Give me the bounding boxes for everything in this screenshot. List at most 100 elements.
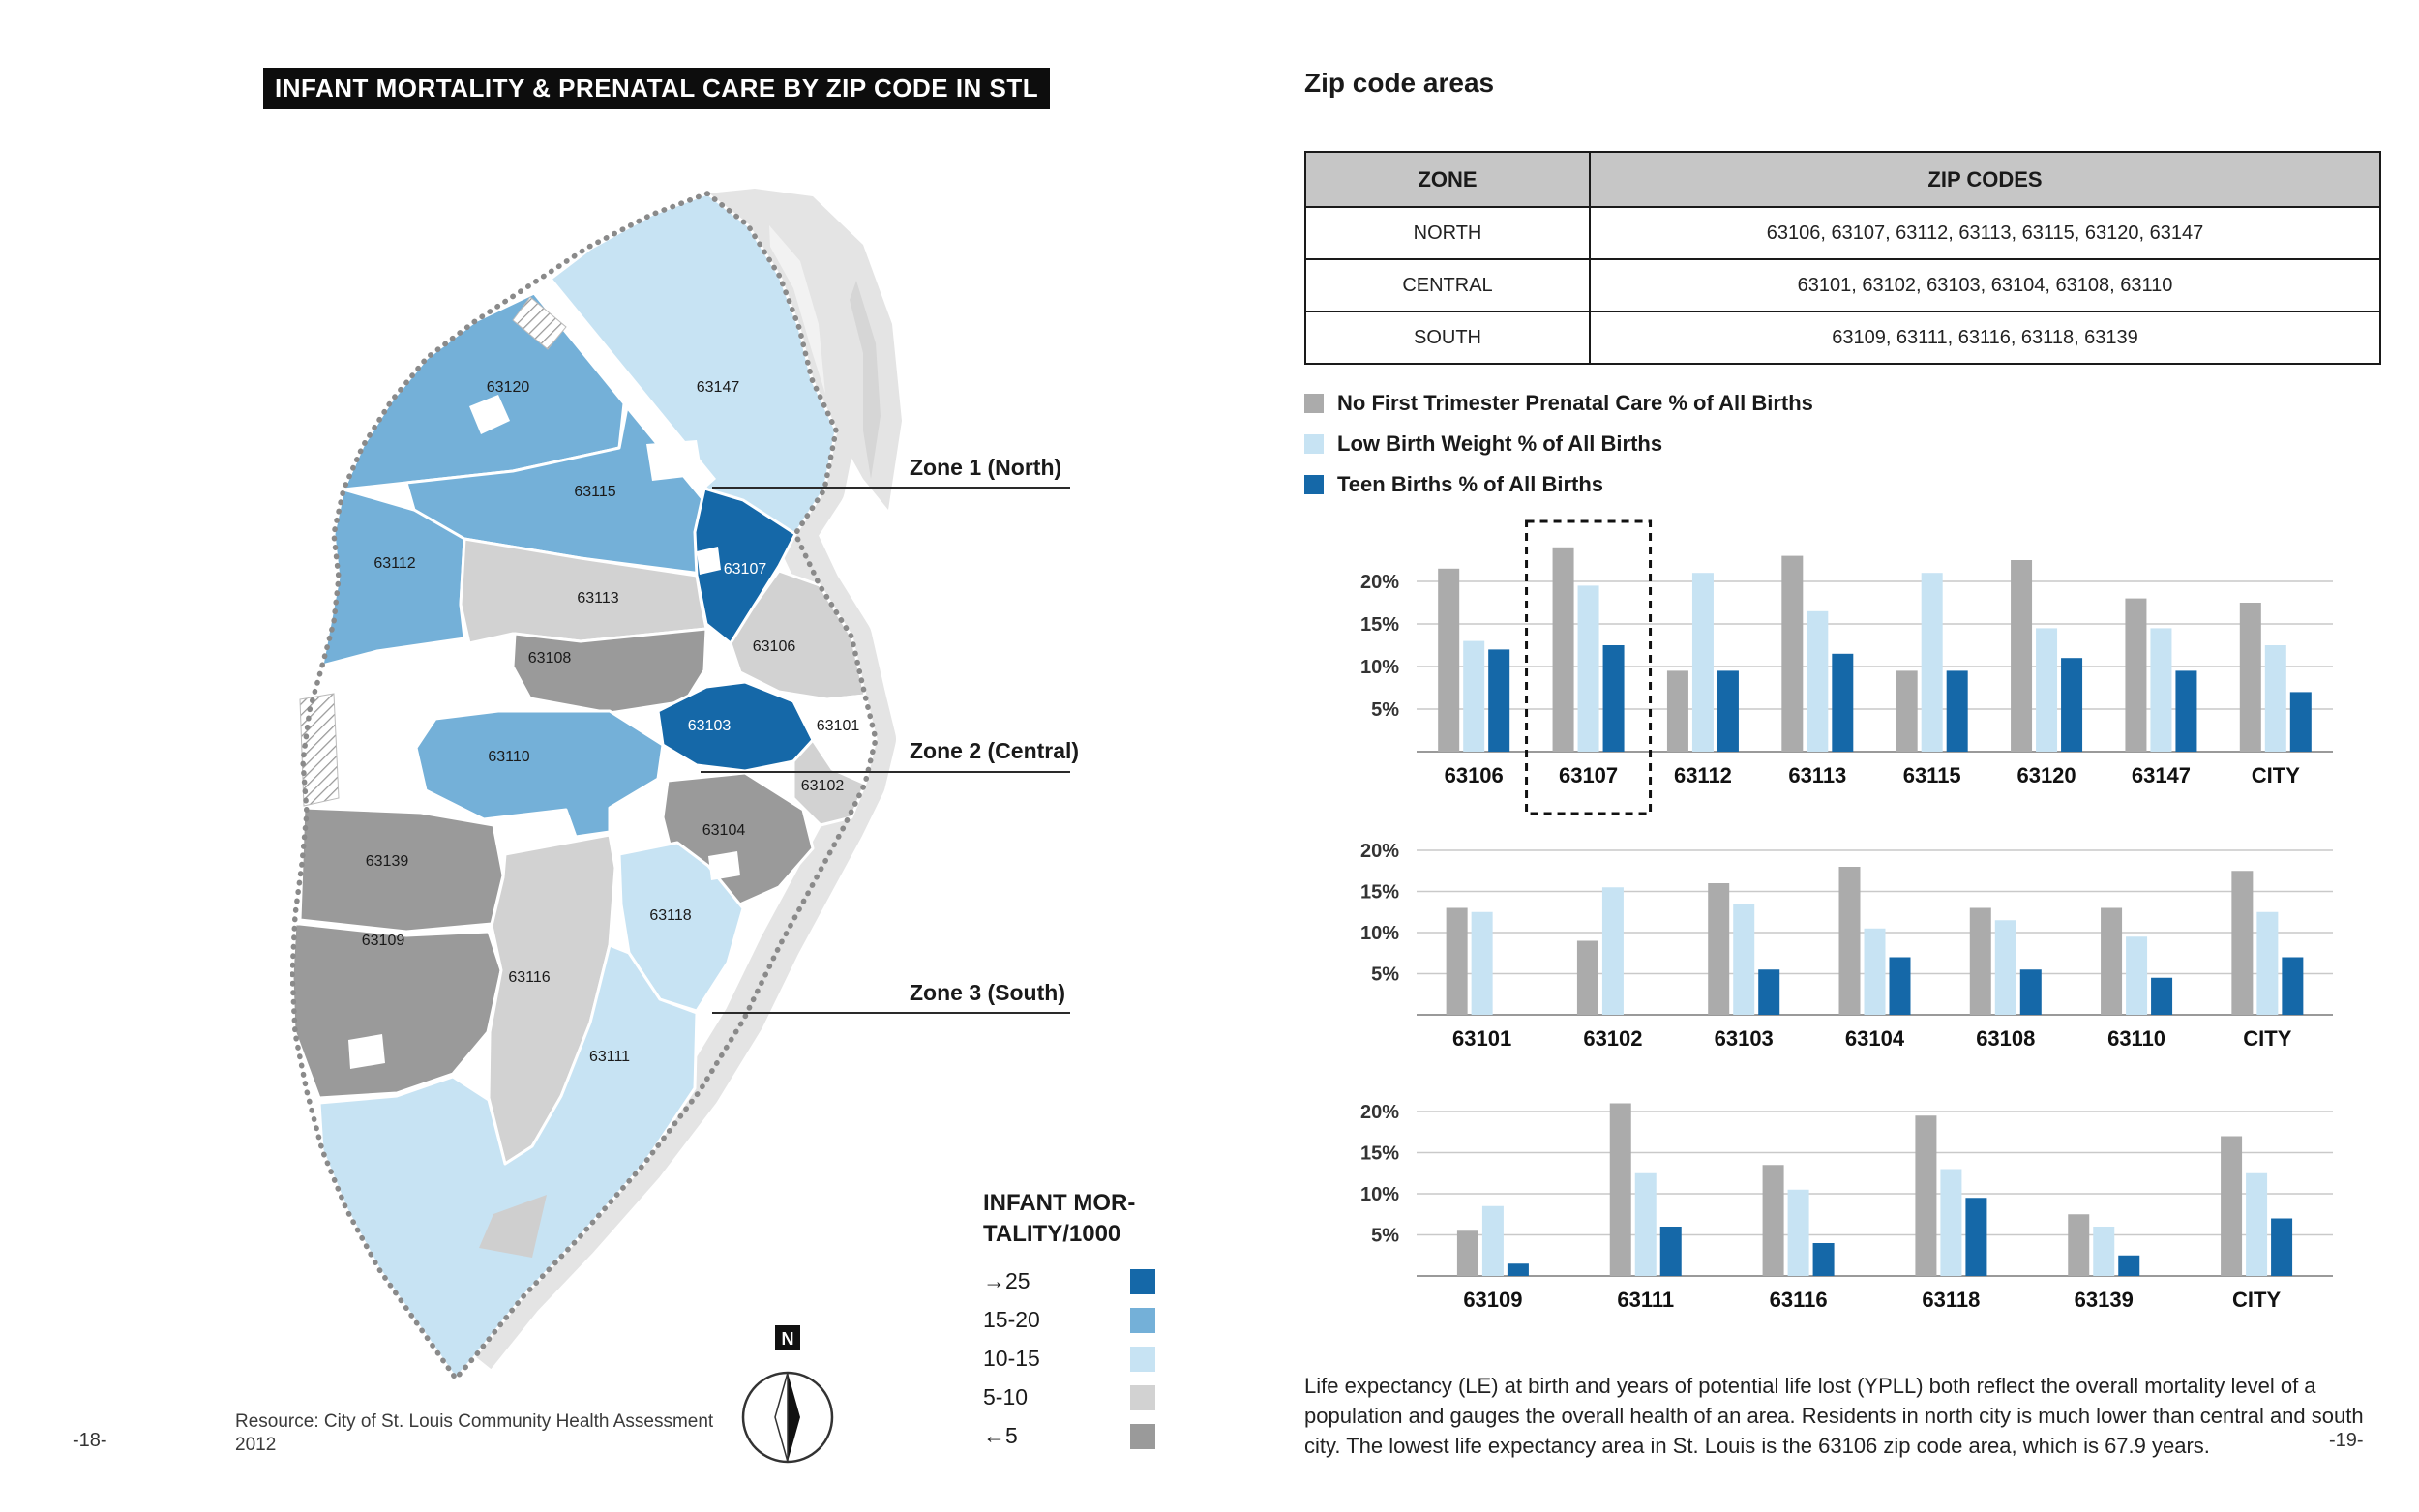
zip-label-63106: 63106 <box>753 638 796 655</box>
zip-label-63112: 63112 <box>373 555 415 572</box>
resource-note: Resource: City of St. Louis Community He… <box>235 1411 714 1455</box>
chart-legend-item: Low Birth Weight % of All Births <box>1304 431 1813 457</box>
y-axis-label: 5% <box>1371 964 1399 986</box>
bar-63111 <box>1609 1103 1631 1276</box>
chart-legend-item: Teen Births % of All Births <box>1304 472 1813 497</box>
legend-color-swatch <box>1130 1268 1155 1294</box>
category-label: 63102 <box>1583 1026 1642 1051</box>
bar-63139 <box>2068 1214 2090 1276</box>
legend-item-10-15: 10-15 <box>983 1346 1155 1372</box>
zip-code-table: ZONE ZIP CODES NORTH 63106, 63107, 63112, … <box>1304 151 2381 365</box>
y-axis-label: 20% <box>1360 841 1399 862</box>
table-row-south: SOUTH 63109, 63111, 63116, 63118, 63139 <box>1304 311 2381 365</box>
bar-63106 <box>1488 649 1510 752</box>
hatched-area <box>512 296 567 350</box>
category-label: 63103 <box>1715 1026 1774 1051</box>
zip-code-areas-title: Zip code areas <box>1304 68 1495 98</box>
bar-63112 <box>1666 670 1688 752</box>
zone3-label: Zone 3 (South) <box>910 980 1065 1005</box>
left-page-number: -18- <box>73 1430 107 1451</box>
zone3-leader-line <box>712 1012 1070 1014</box>
category-label: 63118 <box>1922 1288 1980 1312</box>
category-label: 63139 <box>2075 1288 2134 1312</box>
legend-items: →25 15-20 10-15 5-10 ←5 <box>983 1268 1155 1449</box>
category-label: 63104 <box>1845 1026 1905 1051</box>
bar-63113 <box>1832 653 1854 752</box>
bar-63147 <box>2175 670 2197 752</box>
bar-63147 <box>2150 628 2172 752</box>
bar-63118 <box>1915 1115 1937 1276</box>
zone2-leader-line <box>701 771 1070 773</box>
y-axis-label: 5% <box>1371 699 1399 721</box>
zone-cell: CENTRAL <box>1304 258 1591 312</box>
zip-label-63107: 63107 <box>724 561 767 578</box>
compass-needle-dark <box>788 1373 800 1462</box>
category-label: 63101 <box>1452 1026 1511 1051</box>
legend-item-label: 5-10 <box>983 1384 1029 1410</box>
y-axis-label: 20% <box>1360 572 1399 593</box>
zips-cell: 63106, 63107, 63112, 63113, 63115, 63120… <box>1589 206 2381 260</box>
bar-63115 <box>1946 670 1968 752</box>
bar-63110 <box>2126 936 2148 1015</box>
bar-63107 <box>1602 645 1625 752</box>
bar-63109 <box>1507 1263 1529 1276</box>
bar-chart-south: 5% 10% 15% 20% 63109 63111 63116 63118 63139 CITY <box>1340 1079 2380 1320</box>
zip-label-63110: 63110 <box>488 749 529 765</box>
category-label: CITY <box>2243 1026 2291 1051</box>
y-axis-label: 10% <box>1360 657 1399 678</box>
bar-63115 <box>1921 573 1943 752</box>
compass-needle-light <box>774 1372 789 1463</box>
bar-63120 <box>2036 628 2058 752</box>
map-region-63110 <box>414 709 665 839</box>
zip-label-63111: 63111 <box>589 1049 630 1065</box>
bar-63102 <box>1601 887 1624 1015</box>
category-label: 63111 <box>1617 1288 1674 1312</box>
bar-CITY <box>2264 645 2286 752</box>
table-header-zipcodes: ZIP CODES <box>1589 151 2381 208</box>
zip-label-63104: 63104 <box>702 822 746 839</box>
zip-label-63147: 63147 <box>697 379 740 396</box>
category-label: 63112 <box>1674 763 1732 787</box>
hatched-area <box>299 693 340 807</box>
bar-63101 <box>1471 911 1493 1015</box>
legend-item-label: →25 <box>983 1268 1030 1294</box>
legend-color-swatch <box>1130 1384 1155 1410</box>
highlight-box <box>1525 519 1653 815</box>
bar-63106 <box>1438 568 1460 752</box>
category-label: 63110 <box>2107 1026 2165 1051</box>
bar-63108 <box>2019 969 2042 1015</box>
chart-svg: 5% 10% 15% 20% 63106 63107 63112 63113 63115 6312… <box>1360 519 2333 815</box>
bar-chart-central: 5% 10% 15% 20% 63101 63102 63103 63104 63108 6311… <box>1340 817 2380 1059</box>
table-header-zone: ZONE <box>1304 151 1591 208</box>
legend-color-swatch <box>1130 1307 1155 1333</box>
bar-63103 <box>1733 904 1755 1015</box>
legend-item-5-10: 5-10 <box>983 1384 1155 1410</box>
category-label: 63113 <box>1788 763 1846 787</box>
category-label: CITY <box>2252 763 2300 787</box>
legend-item-label: ←5 <box>983 1423 1018 1449</box>
bar-63139 <box>2093 1227 2115 1276</box>
bar-63104 <box>1864 928 1886 1015</box>
legend-item-gt25: →25 <box>983 1268 1155 1294</box>
bar-CITY <box>2289 692 2312 752</box>
category-label: 63147 <box>2132 763 2191 787</box>
bar-63108 <box>1994 920 2016 1015</box>
zip-label-63113: 63113 <box>577 590 618 607</box>
chart-legend-label: Teen Births % of All Births <box>1337 472 1604 496</box>
chart-legend-label: Low Birth Weight % of All Births <box>1337 431 1663 456</box>
category-label: 63120 <box>2016 763 2076 787</box>
bar-63115 <box>1896 670 1918 752</box>
park-area <box>348 1034 385 1069</box>
legend-item-lt5: ←5 <box>983 1423 1155 1449</box>
bar-63116 <box>1812 1243 1835 1276</box>
bar-chart-north: 5% 10% 15% 20% 63106 63107 63112 63113 63115 6312… <box>1340 518 2380 819</box>
bar-63102 <box>1576 940 1598 1015</box>
bar-CITY <box>2231 871 2254 1015</box>
bar-63107 <box>1577 585 1599 752</box>
bar-63103 <box>1708 883 1730 1015</box>
bar-CITY <box>2221 1136 2243 1276</box>
chart-legend-swatch <box>1304 434 1324 454</box>
zip-label-63109: 63109 <box>362 933 405 949</box>
zips-cell: 63101, 63102, 63103, 63104, 63108, 63110 <box>1589 258 2381 312</box>
chart-svg: 5% 10% 15% 20% 63109 63111 63116 63118 63139 CITY <box>1360 1102 2333 1312</box>
